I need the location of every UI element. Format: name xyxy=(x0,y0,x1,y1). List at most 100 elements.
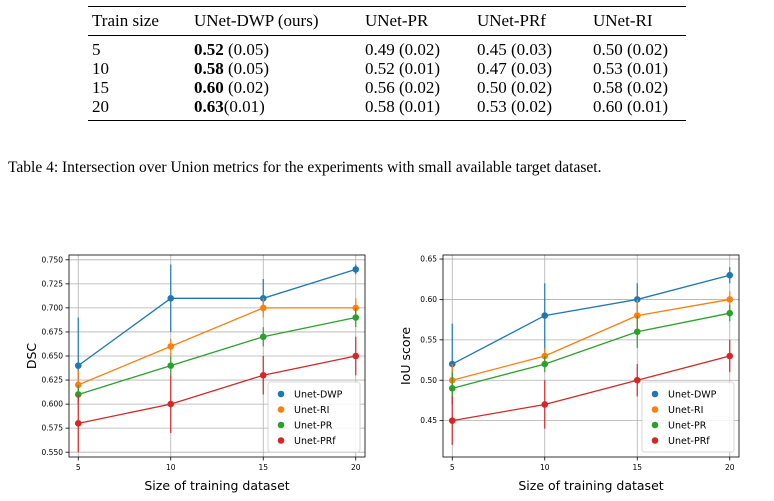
best-value: 0.58 xyxy=(194,59,224,78)
x-tick-label: 20 xyxy=(351,463,361,472)
table-caption: Table 4: Intersection over Union metrics… xyxy=(8,159,602,176)
cell-unet-dwp: 0.58 (0.05) xyxy=(190,59,361,78)
data-point xyxy=(541,312,549,319)
y-tick-label: 0.725 xyxy=(42,279,64,288)
legend-entry: Unet-DWP xyxy=(294,390,343,401)
x-tick-label: 15 xyxy=(258,463,268,472)
x-axis-label: Size of training dataset xyxy=(518,478,663,493)
data-point xyxy=(726,309,734,317)
cell-unet-pr: 0.49 (0.02) xyxy=(365,40,441,59)
series-line xyxy=(78,316,356,396)
dsc-line-chart: 5 10 15 20 0.550 0.575 0.600 0.625 0.650 0.675 0.7… xyxy=(24,254,366,493)
cell-unet-dwp: 0.52 (0.05) xyxy=(190,36,361,59)
cell-unet-ri: 0.50 (0.02) xyxy=(593,40,669,59)
y-tick-label: 0.600 xyxy=(42,400,64,409)
legend-entry: Unet-PRf xyxy=(668,436,710,447)
cell-train-size: 20 xyxy=(92,97,109,116)
data-point xyxy=(726,352,734,360)
data-point xyxy=(259,304,267,312)
series-line xyxy=(451,274,730,365)
y-tick-label: 0.575 xyxy=(42,424,64,433)
legend-marker xyxy=(277,406,285,413)
tick-labels: 5 10 15 20 0.550 0.575 0.600 0.625 0.650 0.675 0.7… xyxy=(42,255,361,472)
legend-marker xyxy=(651,421,659,429)
cell-unet-prf: 0.45 (0.03) xyxy=(477,40,553,59)
data-point xyxy=(259,294,267,302)
data-point xyxy=(74,420,82,427)
cell-train-size: 10 xyxy=(92,59,109,78)
legend-marker xyxy=(651,390,659,398)
std-value: (0.05) xyxy=(223,40,270,59)
legend-marker xyxy=(277,437,285,444)
grid-lines xyxy=(69,255,365,457)
cell-unet-ri: 0.53 (0.01) xyxy=(593,59,669,78)
legend: Unet-DWP Unet-RI Unet-PR Unet-PRf xyxy=(267,381,361,453)
legend-entry: Unet-DWP xyxy=(668,390,717,401)
cell-unet-prf: 0.50 (0.02) xyxy=(477,78,553,97)
x-tick-label: 20 xyxy=(725,463,735,472)
data-point xyxy=(167,362,175,369)
header-unet-pr: UNet-PR xyxy=(365,11,429,30)
y-tick-label: 0.65 xyxy=(420,255,437,264)
legend-marker xyxy=(277,390,285,398)
data-point xyxy=(167,400,175,408)
series-unet-prf xyxy=(74,336,360,453)
data-point xyxy=(633,328,641,336)
std-value: (0.02) xyxy=(223,78,270,97)
series-unet-prf xyxy=(448,339,734,445)
data-point xyxy=(448,417,456,424)
data-point xyxy=(352,266,360,273)
data-point xyxy=(541,360,549,368)
data-point xyxy=(167,294,175,302)
y-tick-label: 0.45 xyxy=(420,416,437,425)
x-tick-label: 5 xyxy=(450,463,455,472)
y-tick-label: 0.550 xyxy=(42,448,64,457)
cell-unet-ri: 0.60 (0.01) xyxy=(593,97,669,116)
table-row: 5 0.52 (0.05) 0.49 (0.02) 0.45 (0.03) 0.… xyxy=(88,36,686,59)
data-point xyxy=(352,314,360,321)
series-line xyxy=(78,307,356,386)
std-value: (0.01) xyxy=(223,97,265,116)
best-value: 0.63 xyxy=(194,97,224,116)
std-value: (0.05) xyxy=(223,59,270,78)
legend-entry: Unet-PR xyxy=(668,421,707,432)
series-line xyxy=(77,268,356,367)
series-unet-dwp xyxy=(448,267,734,405)
cell-unet-dwp: 0.63(0.01) xyxy=(190,97,361,121)
series-line xyxy=(78,355,356,424)
series-unet-pr xyxy=(448,305,734,405)
cell-unet-pr: 0.56 (0.02) xyxy=(365,78,441,97)
cell-train-size: 5 xyxy=(92,40,101,59)
cell-unet-prf: 0.53 (0.02) xyxy=(477,97,553,116)
best-value: 0.60 xyxy=(194,78,224,97)
x-tick-label: 10 xyxy=(540,463,550,472)
table-row: 10 0.58 (0.05) 0.52 (0.01) 0.47 (0.03) 0… xyxy=(88,59,686,78)
x-tick-label: 5 xyxy=(76,463,81,472)
data-point xyxy=(726,296,734,303)
cell-unet-prf: 0.47 (0.03) xyxy=(477,59,553,78)
data-point xyxy=(448,385,456,392)
y-tick-label: 0.50 xyxy=(420,376,437,385)
y-tick-label: 0.625 xyxy=(42,376,64,385)
legend-entry: Unet-PRf xyxy=(294,436,336,447)
cell-unet-ri: 0.58 (0.02) xyxy=(593,78,669,97)
header-train-size: Train size xyxy=(92,11,159,30)
data-point xyxy=(259,333,267,341)
header-unet-ri: UNet-RI xyxy=(593,11,653,30)
iou-line-chart: 5 10 15 20 0.45 0.50 0.55 0.60 0.65 Size of train… xyxy=(398,254,740,493)
y-tick-label: 0.750 xyxy=(42,255,64,264)
y-axis-label: IoU score xyxy=(398,327,413,385)
header-unet-prf: UNet-PRf xyxy=(477,11,546,30)
y-tick-label: 0.675 xyxy=(42,328,64,337)
series-line xyxy=(452,312,730,389)
plot-frame xyxy=(442,254,740,458)
data-point xyxy=(259,371,267,379)
y-tick-label: 0.60 xyxy=(420,295,437,304)
results-table-container: Train size UNet-DWP (ours) UNet-PR UNet-… xyxy=(88,6,686,121)
legend-entry: Unet-RI xyxy=(294,405,329,416)
y-tick-label: 0.650 xyxy=(42,352,64,361)
legend-box xyxy=(267,381,361,453)
legend: Unet-DWP Unet-RI Unet-PR Unet-PRf xyxy=(641,381,735,453)
legend-marker xyxy=(651,406,659,413)
data-point xyxy=(541,401,549,408)
